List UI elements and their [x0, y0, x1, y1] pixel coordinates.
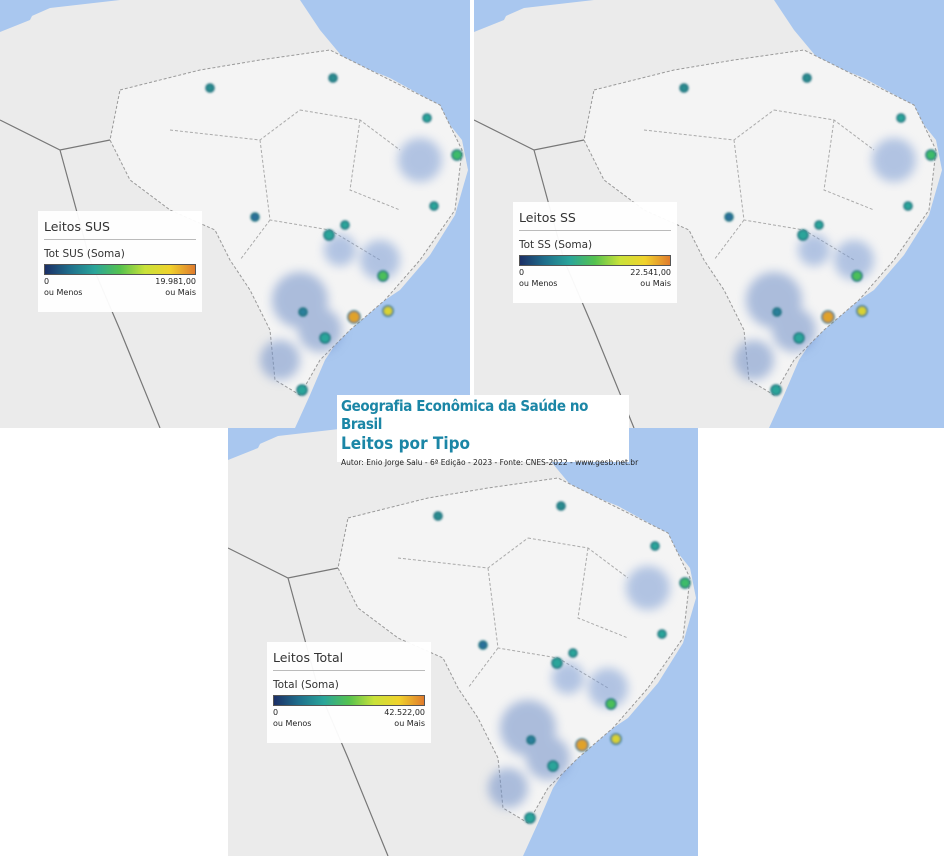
scale-max-note: ou Mais	[165, 288, 196, 297]
scale-values: 0 22.541,00	[519, 268, 671, 277]
color-scale	[44, 264, 196, 275]
legend-title: Leitos Total	[273, 650, 425, 671]
legend-measure: Total (Soma)	[273, 679, 339, 691]
scale-min-note: ou Menos	[44, 288, 83, 297]
legend-measure: Tot SS (Soma)	[519, 239, 593, 251]
scale-max: 42.522,00	[384, 708, 425, 717]
subtitle: Leitos por Tipo	[341, 434, 471, 454]
scale-values: 0 19.981,00	[44, 277, 196, 286]
scale-max-note: ou Mais	[394, 719, 425, 728]
legend-measure: Tot SUS (Soma)	[44, 248, 125, 260]
scale-min: 0	[519, 268, 525, 277]
scale-notes: ou Menos ou Mais	[44, 288, 196, 297]
legend-title: Leitos SS	[519, 210, 671, 231]
scale-min: 0	[44, 277, 50, 286]
legend: Leitos Total Total (Soma) 0 42.522,00 ou Men…	[267, 642, 431, 743]
credit: Autor: Enio Jorge Salu - 6ª Edição - 202…	[341, 458, 639, 467]
color-scale	[273, 695, 425, 706]
scale-max-note: ou Mais	[640, 279, 671, 288]
scale-max: 19.981,00	[155, 277, 196, 286]
scale-notes: ou Menos ou Mais	[519, 279, 671, 288]
title-box: Geografia Econômica da Saúde no Brasil L…	[337, 395, 638, 467]
scale-max: 22.541,00	[630, 268, 671, 277]
scale-min-note: ou Menos	[273, 719, 312, 728]
legend: Leitos SS Tot SS (Soma) 0 22.541,00 ou Menos…	[513, 202, 677, 303]
color-scale	[519, 255, 671, 266]
scale-notes: ou Menos ou Mais	[273, 719, 425, 728]
legend: Leitos SUS Tot SUS (Soma) 0 19.981,00 ou Men…	[38, 211, 202, 312]
scale-min: 0	[273, 708, 279, 717]
scale-min-note: ou Menos	[519, 279, 558, 288]
legend-title: Leitos SUS	[44, 219, 196, 240]
title: Geografia Econômica da Saúde no Brasil	[341, 397, 588, 433]
scale-values: 0 42.522,00	[273, 708, 425, 717]
